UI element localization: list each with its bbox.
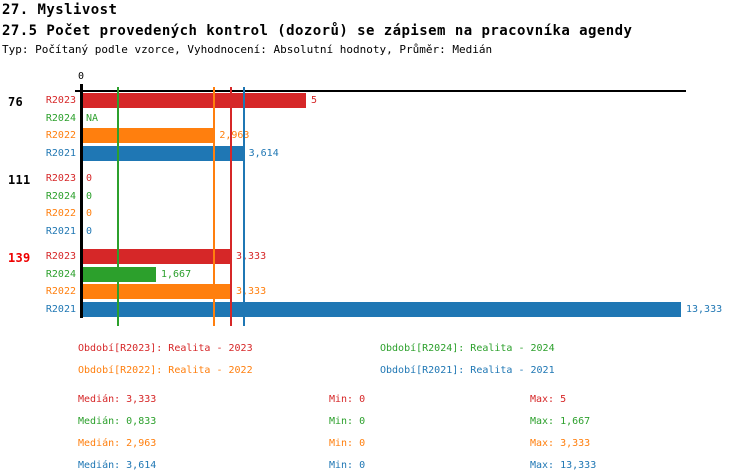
bar [83, 249, 231, 264]
bar [83, 93, 306, 108]
series-row-label: R2022 [45, 208, 76, 219]
stat-median: Medián: 3,333 [78, 394, 157, 405]
series-row-label: R2023 [45, 251, 76, 262]
group-label: 76 [8, 95, 24, 109]
bar-value-label: 2,963 [219, 130, 250, 141]
bar-value-label: 0 [86, 190, 93, 202]
series-row-label: R2024 [45, 268, 76, 280]
bar-value-label: 0 [86, 208, 93, 219]
bar-value-label: 1,667 [161, 268, 192, 280]
stat-max: Max: 3,333 [530, 438, 591, 449]
series-row-label: R2021 [45, 147, 76, 159]
legend-item-r2024: Období[R2024]: Realita - 2024 [380, 343, 555, 354]
stat-max: Max: 1,667 [530, 416, 591, 427]
bar-value-label: 3,614 [248, 147, 279, 159]
y-axis-line [80, 84, 83, 318]
series-row-label: R2021 [45, 303, 76, 315]
stat-min: Min: 0 [329, 460, 366, 471]
bar-value-label: 13,333 [685, 303, 723, 315]
median-line [213, 87, 216, 326]
series-row-label: R2024 [45, 112, 76, 124]
median-line [242, 87, 245, 326]
bar [83, 301, 681, 317]
median-line [229, 87, 232, 326]
bar [83, 266, 156, 282]
legend-item-r2023: Období[R2023]: Realita - 2023 [78, 343, 253, 354]
bar-value-label: 3,333 [235, 251, 267, 262]
legend-item-r2021: Období[R2021]: Realita - 2021 [380, 365, 555, 376]
stat-max: Max: 5 [530, 394, 567, 405]
stat-median: Medián: 0,833 [78, 416, 157, 427]
series-row-label: R2023 [45, 173, 76, 184]
bar [83, 128, 215, 143]
bar-value-label: 0 [86, 173, 93, 184]
stat-min: Min: 0 [329, 438, 366, 449]
group-label: 111 [8, 173, 31, 187]
x-axis-line [75, 90, 686, 92]
series-row-label: R2021 [45, 225, 76, 237]
legend-item-r2022: Období[R2022]: Realita - 2022 [78, 365, 253, 376]
bar [83, 145, 244, 161]
indicator-title: 27.5 Počet provedených kontrol (dozorů) … [2, 23, 633, 39]
chapter-title: 27. Myslivost [2, 2, 118, 18]
bar-value-label: 5 [311, 95, 318, 106]
bar-value-label: 0 [86, 225, 93, 237]
stat-max: Max: 13,333 [530, 460, 597, 471]
group-label: 139 [8, 251, 31, 265]
series-row-label: R2023 [45, 95, 76, 106]
bar-value-label: NA [86, 112, 99, 124]
series-row-label: R2022 [45, 286, 76, 297]
bar-value-label: 3,333 [235, 286, 267, 297]
stat-min: Min: 0 [329, 394, 366, 405]
chart-subtitle: Typ: Počítaný podle vzorce, Vyhodnocení:… [2, 43, 493, 56]
median-line [117, 87, 120, 326]
series-row-label: R2024 [45, 190, 76, 202]
stat-median: Medián: 2,963 [78, 438, 157, 449]
axis-origin-label: 0 [77, 71, 85, 82]
series-row-label: R2022 [45, 130, 76, 141]
stat-median: Medián: 3,614 [78, 460, 157, 471]
stat-min: Min: 0 [329, 416, 366, 427]
bar [83, 284, 231, 299]
